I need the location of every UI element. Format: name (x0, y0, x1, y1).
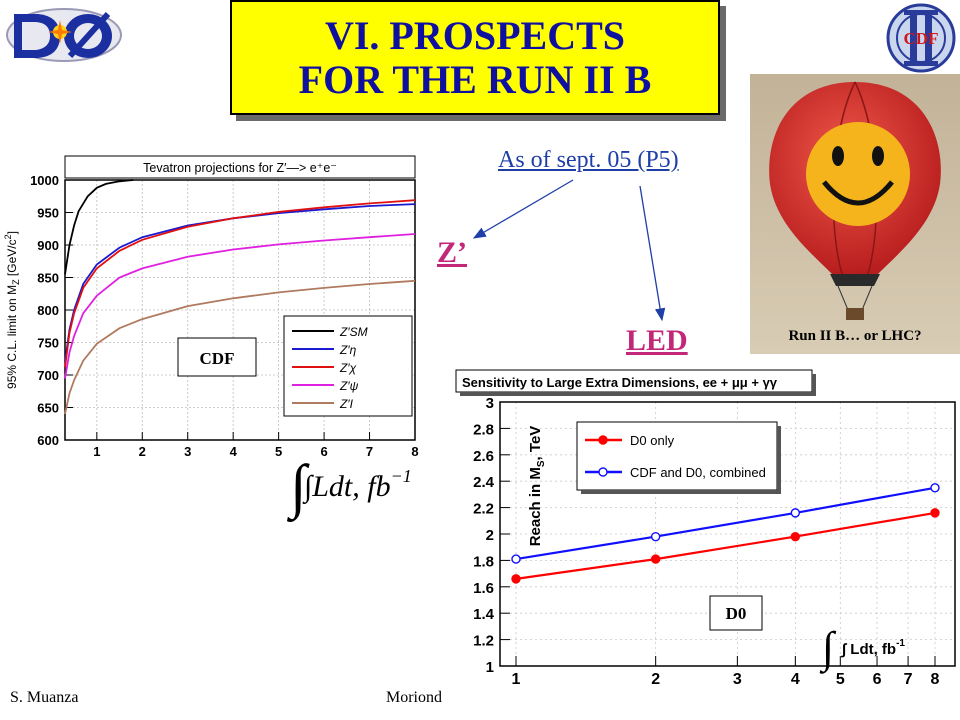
led-legend-items: D0 only CDF and D0, combined (585, 433, 766, 480)
led-data-point (790, 508, 801, 518)
d0-label-box (709, 595, 763, 631)
led-legend-label: CDF and D0, combined (630, 465, 766, 480)
led-y-tick-label: 1 (486, 659, 494, 676)
zprime-y-tick-label: 1000 (30, 173, 59, 188)
slide-title: VI. PROSPECTS FOR THE RUN II B (230, 0, 720, 115)
led-data-point (930, 483, 940, 493)
led-data-point (790, 531, 801, 542)
zprime-y-tick-label: 850 (37, 271, 59, 286)
zprime-x-tick-label: 4 (230, 444, 238, 459)
led-data-point (511, 574, 521, 584)
led-link[interactable]: LED (626, 324, 688, 357)
led-y-tick-label: 1.6 (473, 580, 494, 597)
led-series-line (515, 511, 936, 580)
led-y-tick-label: 1.8 (473, 553, 494, 570)
zprime-y-tick-label: 700 (37, 368, 59, 383)
zprime-x-ticks: 1 2 3 4 5 6 7 8 (93, 432, 419, 459)
led-x-tick-label: 4 (791, 671, 800, 688)
zprime-x-tick-label: 2 (139, 444, 146, 459)
zprime-legend-label: Z′ψ (339, 379, 359, 393)
led-legend-label: D0 only (630, 433, 675, 448)
title-line-1: VI. PROSPECTS (324, 13, 626, 58)
zprime-y-ticks: 600 650 700 750 800 850 900 950 1000 (30, 173, 73, 448)
zprime-x-tick-label: 8 (411, 444, 418, 459)
led-x-ticks: 1 2 3 4 5 6 7 8 (512, 656, 940, 688)
zprime-series-line (64, 179, 134, 275)
led-x-tick-label: 5 (836, 671, 845, 688)
zprime-x-integral-icon: ∫ (287, 453, 310, 522)
arrow-to-zprime (472, 179, 574, 239)
zprime-y-axis-label: 95% C.L. limit on MZ [GeV/c2] (3, 231, 21, 389)
led-x-tick-label: 8 (931, 671, 940, 688)
zprime-legend-label: Z′η (339, 343, 357, 357)
led-data-point (511, 554, 521, 564)
zprime-x-tick-label: 1 (93, 444, 100, 459)
zprime-y-tick-label: 900 (37, 238, 59, 253)
led-legend-marker (598, 435, 608, 445)
led-series (511, 483, 940, 584)
led-y-tick-label: 2.4 (473, 474, 495, 491)
zprime-x-tick-label: 3 (184, 444, 191, 459)
svg-text:CDF: CDF (904, 29, 939, 48)
led-y-tick-label: 1.2 (473, 633, 494, 650)
led-data-point (650, 554, 661, 564)
led-data-point (930, 508, 940, 518)
led-data-point (650, 531, 661, 542)
footer-conference: Moriond (386, 689, 442, 706)
led-x-axis-label: ∫ Ldt, fb-1 (841, 638, 905, 658)
zprime-series-line (64, 279, 416, 415)
led-x-tick-label: 3 (733, 671, 742, 688)
zprime-x-tick-label: 7 (366, 444, 373, 459)
zprime-series-line (64, 199, 416, 368)
led-x-tick-label: 1 (512, 671, 521, 688)
led-y-axis-label: Reach in MS, TeV (527, 426, 547, 547)
zprime-y-tick-label: 650 (37, 401, 59, 416)
zprime-title-box (64, 155, 416, 179)
led-x-tick-label: 7 (904, 671, 913, 688)
led-y-tick-label: 1.4 (473, 606, 495, 623)
zprime-y-tick-label: 750 (37, 336, 59, 351)
led-series-line (515, 486, 936, 561)
led-y-ticks: 1 1.2 1.4 1.6 1.8 2 2.2 2.4 2.6 2.8 3 (473, 395, 510, 676)
led-x-tick-label: 6 (873, 671, 882, 688)
zprime-legend-label: Z′I (339, 397, 354, 411)
led-x-integral-icon: ∫ (819, 623, 837, 674)
cdf-label: CDF (200, 349, 235, 368)
arrow-to-led (639, 185, 666, 322)
title-line-2: FOR THE RUN II B (298, 57, 652, 102)
cdf-logo: CDF (884, 2, 958, 79)
as-of-link[interactable]: As of sept. 05 (P5) (498, 147, 679, 173)
led-chart-title: Sensitivity to Large Extra Dimensions, e… (462, 375, 778, 390)
led-chart: Sensitivity to Large Extra Dimensions, e… (452, 366, 960, 720)
zprime-y-tick-label: 600 (37, 433, 59, 448)
zprime-x-tick-label: 6 (320, 444, 327, 459)
led-y-tick-label: 2.2 (473, 501, 494, 518)
zprime-chart: Tevatron projections for Z′—> e⁺e⁻ 60065… (0, 150, 430, 522)
footer-author: S. Muanza (10, 689, 79, 706)
balloon-photo (750, 74, 960, 354)
balloon-caption: Run II B… or LHC? (788, 328, 922, 344)
led-y-tick-label: 2.8 (473, 421, 494, 438)
zprime-legend-label: Z′SM (339, 325, 368, 339)
zprime-chart-title: Tevatron projections for Z′—> e⁺e⁻ (143, 161, 337, 175)
cdf-label-box (177, 337, 257, 377)
zprime-legend-label: Z′χ (339, 361, 357, 375)
led-x-tick-label: 2 (651, 671, 660, 688)
d0-logo (4, 4, 124, 71)
zprime-series-line (64, 203, 416, 363)
led-y-tick-label: 2.6 (473, 448, 494, 465)
zprime-series (64, 179, 416, 415)
led-y-tick-label: 3 (486, 395, 494, 412)
d0-label: D0 (726, 604, 747, 623)
zprime-series-line (64, 233, 416, 379)
zprime-y-tick-label: 950 (37, 206, 59, 221)
led-y-tick-label: 2 (486, 527, 494, 544)
zprime-y-tick-label: 800 (37, 303, 59, 318)
led-legend-marker (598, 467, 608, 477)
zprime-x-axis-label: ∫Ldt, fb−1 (302, 466, 412, 505)
zprime-link[interactable]: Z’ (437, 236, 467, 269)
zprime-x-tick-label: 5 (275, 444, 282, 459)
zprime-legend-items: Z′SM Z′η Z′χ Z′ψ Z′I (292, 325, 368, 411)
